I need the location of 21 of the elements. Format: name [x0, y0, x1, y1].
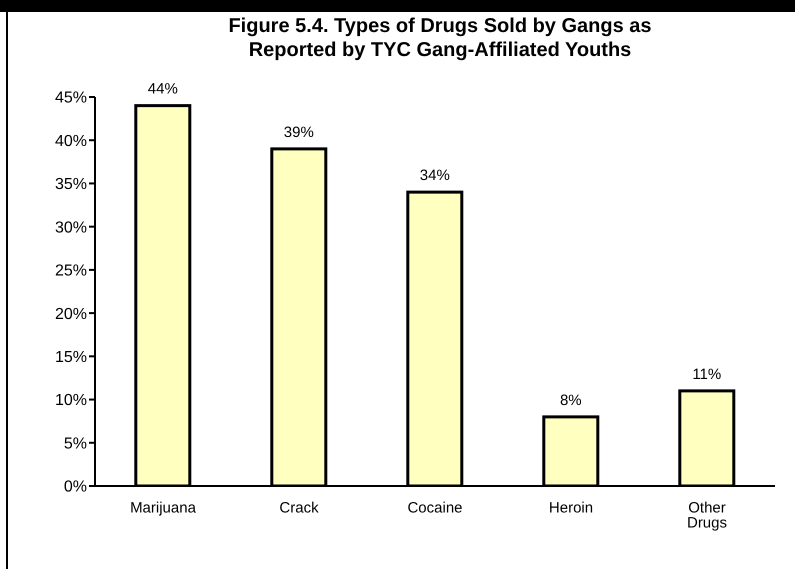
y-tick-label: 25% — [54, 262, 87, 280]
x-tick-label: Cocaine — [407, 500, 463, 517]
data-label: 8% — [560, 392, 582, 409]
data-label: 34% — [420, 167, 450, 184]
x-tick-label: Heroin — [548, 500, 594, 517]
data-label: 44% — [148, 80, 178, 98]
data-label: 39% — [284, 124, 314, 141]
chart-title: Figure 5.4. Types of Drugs Sold by Gangs as Reported by TYC Gang-Affiliated Youths — [227, 14, 653, 62]
data-label: 11% — [692, 366, 722, 383]
y-tick-label: 5% — [64, 435, 87, 452]
y-tick-label: 20% — [54, 306, 87, 323]
y-tick-label: 45% — [54, 90, 87, 107]
x-tick-label: Crack — [279, 500, 320, 517]
y-tick-label: 40% — [54, 132, 87, 150]
y-tick-label: 30% — [54, 219, 87, 236]
y-tick-label: 10% — [54, 392, 87, 410]
y-tick-label: 35% — [54, 176, 87, 194]
y-tick-label: 15% — [54, 349, 87, 366]
x-tick-label: Other Drugs — [686, 500, 728, 532]
y-tick-label: 0% — [64, 478, 87, 496]
x-tick-label: Marijuana — [130, 500, 197, 517]
